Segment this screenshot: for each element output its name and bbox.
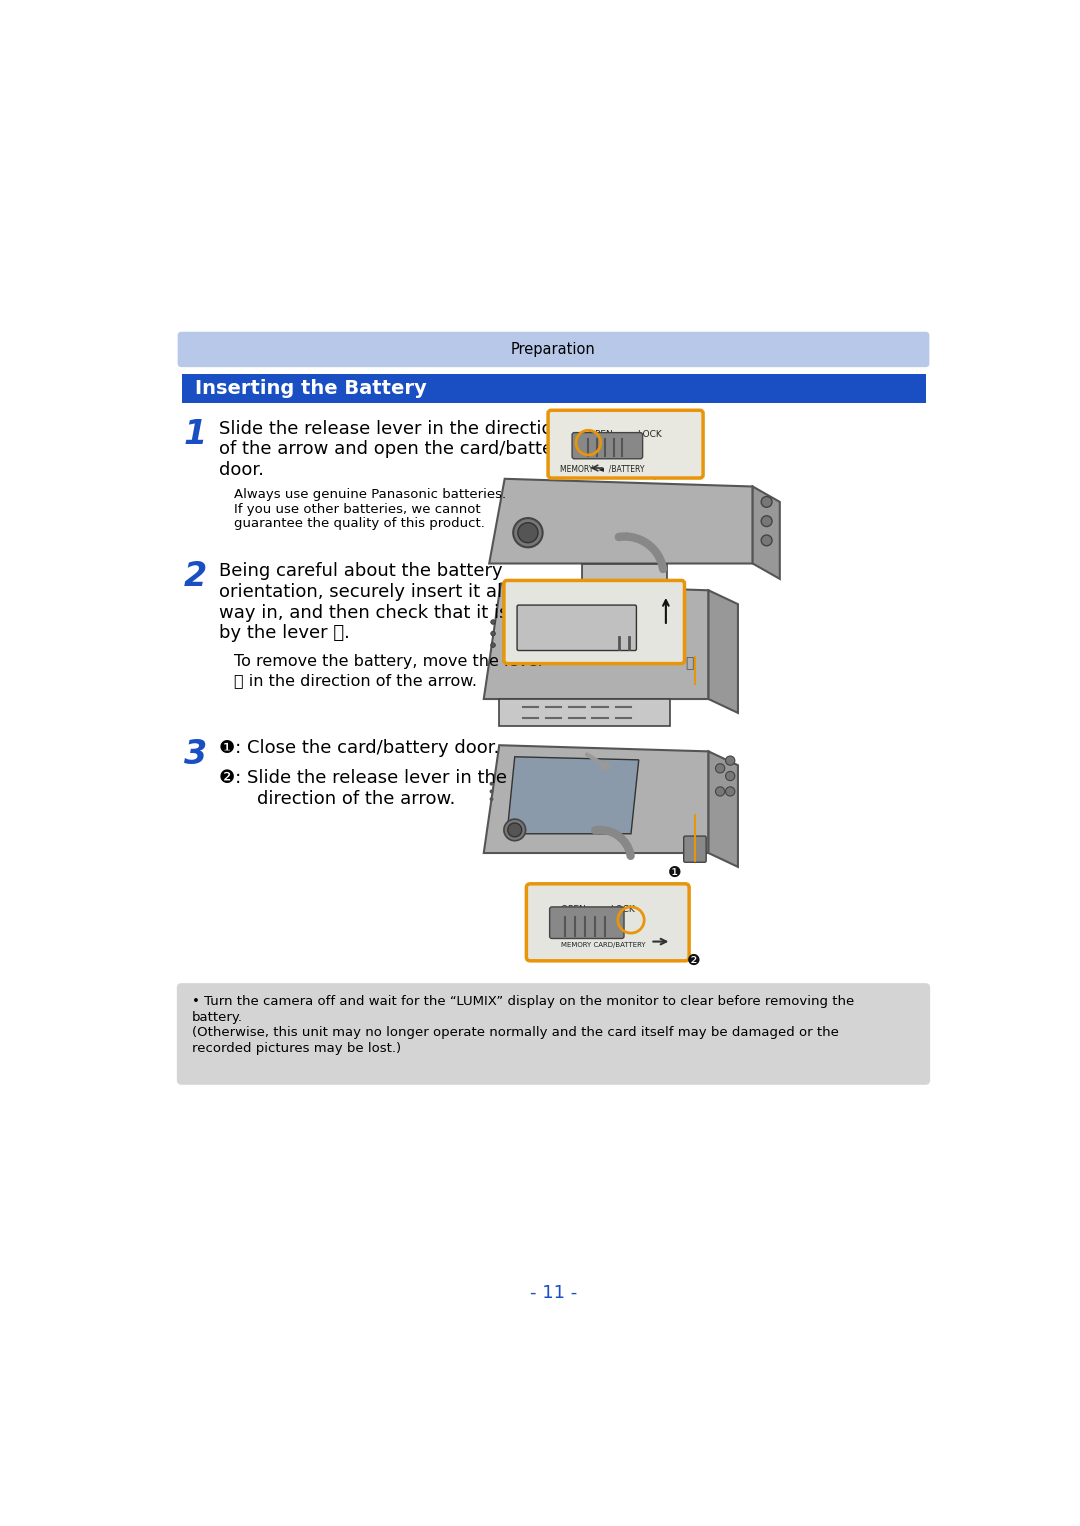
Text: • Turn the camera off and wait for the “LUMIX” display on the monitor to clear b: • Turn the camera off and wait for the “…	[191, 995, 854, 1009]
Polygon shape	[753, 487, 780, 578]
Polygon shape	[708, 751, 738, 867]
Ellipse shape	[535, 787, 542, 795]
Text: MEMORY  ◄  /BATTERY: MEMORY ◄ /BATTERY	[561, 464, 645, 473]
FancyBboxPatch shape	[517, 606, 636, 650]
Text: door.: door.	[218, 461, 264, 479]
FancyBboxPatch shape	[684, 836, 706, 862]
Text: of the arrow and open the card/battery: of the arrow and open the card/battery	[218, 441, 571, 458]
Text: OPEN  ◄►  LOCK: OPEN ◄► LOCK	[562, 905, 635, 914]
Ellipse shape	[726, 772, 734, 781]
Ellipse shape	[715, 763, 725, 774]
Text: MEMORY CARD/BATTERY: MEMORY CARD/BATTERY	[562, 942, 646, 948]
Ellipse shape	[489, 789, 494, 794]
FancyBboxPatch shape	[550, 906, 624, 938]
Ellipse shape	[504, 819, 526, 841]
Text: 3: 3	[184, 737, 207, 771]
Ellipse shape	[490, 642, 496, 647]
Ellipse shape	[489, 797, 494, 801]
Ellipse shape	[726, 787, 734, 797]
FancyBboxPatch shape	[177, 331, 930, 368]
Text: orientation, securely insert it all the: orientation, securely insert it all the	[218, 583, 542, 601]
Text: (Otherwise, this unit may no longer operate normally and the card itself may be : (Otherwise, this unit may no longer oper…	[191, 1027, 838, 1039]
Text: - 11 -: - 11 -	[530, 1285, 577, 1302]
Polygon shape	[582, 563, 667, 586]
Ellipse shape	[761, 536, 772, 546]
Ellipse shape	[513, 517, 542, 548]
FancyBboxPatch shape	[504, 580, 685, 664]
Ellipse shape	[761, 496, 772, 507]
Ellipse shape	[715, 787, 725, 797]
Text: 2: 2	[184, 560, 207, 594]
FancyBboxPatch shape	[548, 410, 703, 478]
Text: To remove the battery, move the lever: To remove the battery, move the lever	[234, 655, 544, 670]
Bar	[181, 374, 926, 403]
Text: ❶: ❶	[669, 865, 681, 879]
Ellipse shape	[517, 523, 538, 543]
FancyBboxPatch shape	[572, 432, 643, 459]
Ellipse shape	[490, 620, 496, 624]
Text: way in, and then check that it is locked: way in, and then check that it is locked	[218, 604, 572, 621]
Polygon shape	[489, 479, 753, 563]
Polygon shape	[484, 583, 708, 699]
FancyBboxPatch shape	[526, 884, 689, 961]
Text: Always use genuine Panasonic batteries.: Always use genuine Panasonic batteries.	[234, 488, 507, 501]
Text: recorded pictures may be lost.): recorded pictures may be lost.)	[191, 1042, 401, 1054]
Polygon shape	[499, 699, 670, 726]
Text: ❶: Close the card/battery door.: ❶: Close the card/battery door.	[218, 739, 499, 757]
Polygon shape	[484, 745, 708, 853]
Text: ⒠ in the direction of the arrow.: ⒠ in the direction of the arrow.	[234, 673, 477, 688]
Text: Preparation: Preparation	[511, 342, 596, 357]
Text: guarantee the quality of this product.: guarantee the quality of this product.	[234, 517, 485, 531]
Text: Slide the release lever in the direction: Slide the release lever in the direction	[218, 420, 564, 438]
FancyBboxPatch shape	[177, 983, 930, 1085]
Polygon shape	[507, 757, 638, 833]
Text: Inserting the Battery: Inserting the Battery	[195, 378, 428, 398]
Text: 1: 1	[184, 418, 207, 452]
FancyBboxPatch shape	[519, 774, 626, 833]
Text: ⒠: ⒠	[685, 656, 693, 670]
Polygon shape	[708, 591, 738, 713]
Ellipse shape	[508, 823, 522, 836]
Text: by the lever ⒠.: by the lever ⒠.	[218, 624, 350, 642]
Text: direction of the arrow.: direction of the arrow.	[257, 790, 455, 807]
Ellipse shape	[489, 781, 494, 786]
Text: OPEN  ◄►  LOCK: OPEN ◄► LOCK	[589, 430, 662, 439]
Text: Being careful about the battery: Being careful about the battery	[218, 562, 502, 580]
Text: ❷: Slide the release lever in the: ❷: Slide the release lever in the	[218, 769, 507, 787]
Text: battery.: battery.	[191, 1010, 243, 1024]
Ellipse shape	[761, 516, 772, 526]
Text: ❷: ❷	[687, 954, 701, 967]
Text: If you use other batteries, we cannot: If you use other batteries, we cannot	[234, 502, 481, 516]
Ellipse shape	[726, 755, 734, 765]
Ellipse shape	[490, 632, 496, 636]
